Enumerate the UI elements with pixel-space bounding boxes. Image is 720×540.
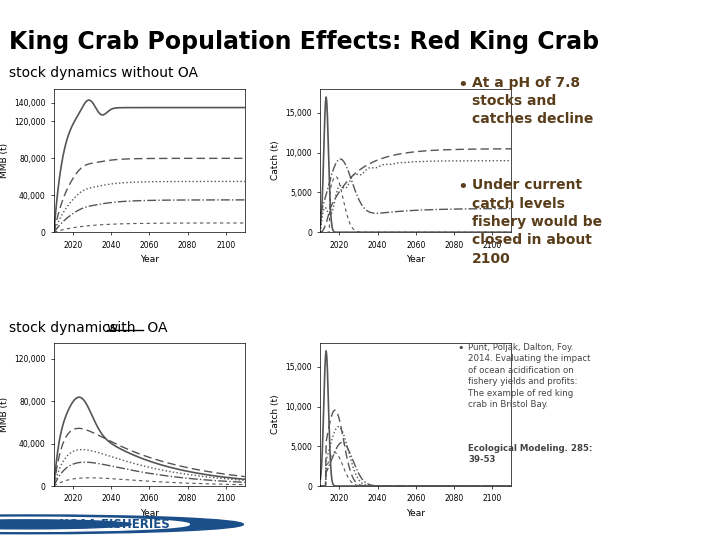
Text: NOAA FISHERIES: NOAA FISHERIES [59, 518, 170, 531]
Y-axis label: MMB (t): MMB (t) [0, 143, 9, 178]
Circle shape [0, 517, 189, 531]
Circle shape [0, 515, 243, 534]
X-axis label: Year: Year [406, 509, 426, 518]
X-axis label: Year: Year [140, 255, 159, 264]
X-axis label: Year: Year [140, 509, 159, 518]
Text: Punt, Poljak, Dalton, Foy.
2014. Evaluating the impact
of ocean acidification on: Punt, Poljak, Dalton, Foy. 2014. Evaluat… [468, 343, 590, 421]
Circle shape [0, 520, 131, 529]
Y-axis label: Catch (t): Catch (t) [271, 141, 280, 180]
Text: with: with [107, 321, 136, 335]
Y-axis label: Catch (t): Catch (t) [271, 395, 280, 434]
Text: •: • [457, 76, 468, 93]
Y-axis label: MMB (t): MMB (t) [0, 397, 9, 432]
X-axis label: Year: Year [406, 255, 426, 264]
Text: King Crab Population Effects: Red King Crab: King Crab Population Effects: Red King C… [9, 30, 599, 53]
Text: stock dynamics: stock dynamics [9, 321, 121, 335]
Text: •: • [457, 343, 464, 353]
Text: OA: OA [143, 321, 167, 335]
Text: At a pH of 7.8
stocks and
catches decline: At a pH of 7.8 stocks and catches declin… [472, 76, 593, 126]
Text: •: • [457, 178, 468, 196]
Text: Ecological Modeling. 285:
39-53: Ecological Modeling. 285: 39-53 [468, 444, 593, 464]
Text: Under current
catch levels
fishery would be
closed in about
2100: Under current catch levels fishery would… [472, 178, 602, 266]
Text: stock dynamics without OA: stock dynamics without OA [9, 66, 197, 80]
Text: .: . [534, 444, 537, 453]
